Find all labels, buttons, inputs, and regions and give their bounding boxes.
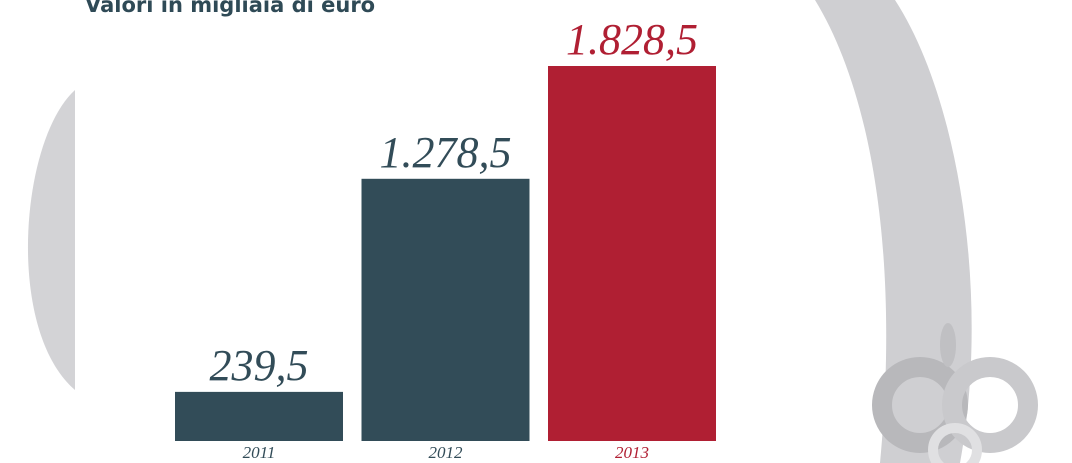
x-tick-label: 2012 [429,443,464,462]
chart: Valori in migliaia di euro 239,5 2011 1.27… [0,0,1072,463]
value-label: 1.828,5 [566,15,698,64]
bar [362,179,530,441]
chart-title: Valori in migliaia di euro [85,0,375,17]
value-label: 1.278,5 [380,128,512,177]
x-tick-label: 2011 [243,443,276,462]
value-label: 239,5 [210,341,309,390]
bar [548,66,716,441]
x-tick-label: 2013 [615,443,649,462]
bar [175,392,343,441]
page: Valori in migliaia di euro 239,5 2011 1.27… [0,0,1072,463]
